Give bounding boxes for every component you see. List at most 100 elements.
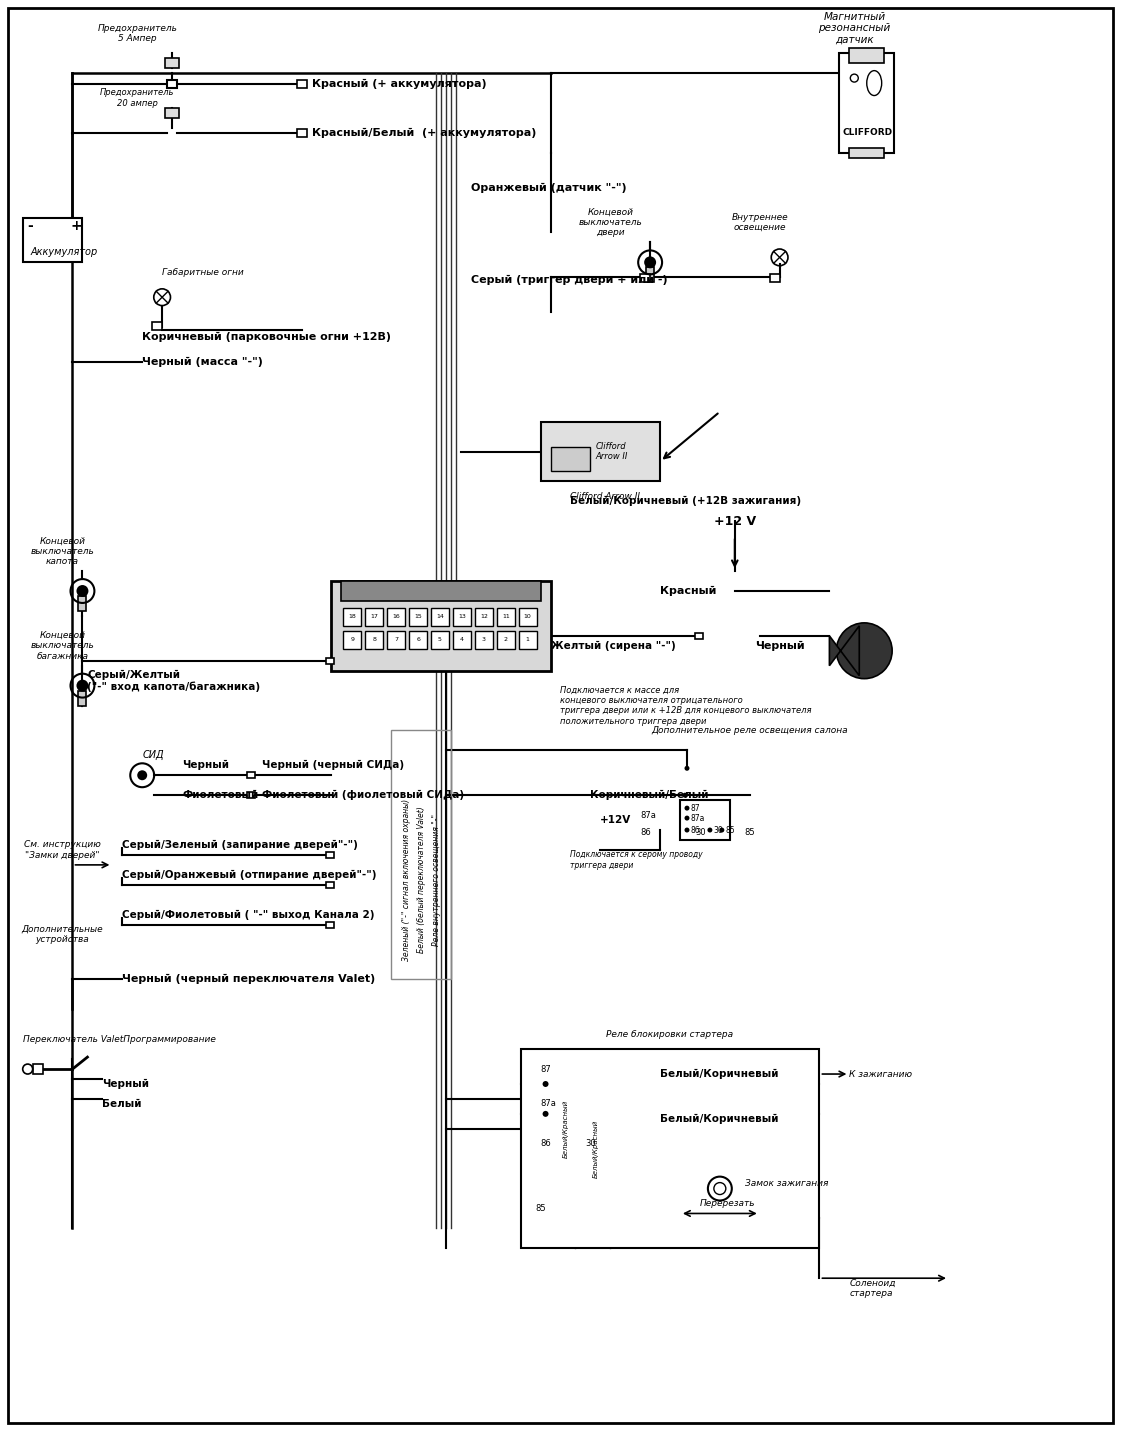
Text: Серый/Оранжевый (отпирание дверей"-"): Серый/Оранжевый (отпирание дверей"-") — [122, 870, 377, 880]
Text: Clifford Arrow II: Clifford Arrow II — [571, 492, 640, 501]
Text: 87a: 87a — [691, 814, 705, 823]
Circle shape — [707, 827, 712, 833]
Text: 30: 30 — [695, 827, 705, 837]
Bar — [297, 80, 306, 89]
Bar — [152, 322, 163, 331]
Circle shape — [685, 766, 689, 771]
Text: Дополнительное реле освещения салона: Дополнительное реле освещения салона — [651, 726, 849, 736]
Text: Красный: Красный — [660, 585, 716, 597]
Bar — [247, 793, 254, 798]
Circle shape — [543, 1080, 548, 1088]
Bar — [326, 658, 334, 664]
Bar — [297, 129, 306, 137]
Circle shape — [543, 1110, 548, 1116]
Text: CLIFFORD: CLIFFORD — [842, 129, 892, 137]
Bar — [326, 922, 334, 927]
Text: Внутреннее
освещение: Внутреннее освещение — [731, 213, 788, 232]
Bar — [850, 49, 884, 63]
Text: Предохранитель
20 ампер: Предохранитель 20 ампер — [100, 89, 175, 107]
Bar — [365, 631, 383, 648]
Bar — [365, 608, 383, 625]
Text: Оранжевый (датчик "-"): Оранжевый (датчик "-") — [471, 183, 627, 193]
Text: Концевой
выключатель
багажника: Концевой выключатель багажника — [30, 631, 94, 661]
Circle shape — [685, 806, 689, 810]
Text: Зеленый ("-" сигнал включения охраны): Зеленый ("-" сигнал включения охраны) — [401, 798, 410, 960]
Text: Белый: Белый — [102, 1099, 142, 1109]
Bar — [326, 851, 334, 859]
Text: 17: 17 — [370, 614, 378, 620]
Text: 2: 2 — [503, 637, 508, 643]
Text: 30: 30 — [585, 1139, 596, 1148]
Text: 5: 5 — [438, 637, 442, 643]
Text: 30: 30 — [713, 826, 723, 834]
Text: Черный (черный СИДа): Черный (черный СИДа) — [261, 760, 404, 770]
Circle shape — [683, 793, 687, 797]
Bar — [167, 80, 177, 89]
Text: 6: 6 — [416, 637, 420, 643]
Text: Красный/Белый  (+ аккумулятора): Красный/Белый (+ аккумулятора) — [312, 127, 536, 137]
Text: К зажиганию: К зажиганию — [850, 1069, 912, 1079]
Text: Черный (масса "-"): Черный (масса "-") — [142, 356, 263, 366]
Text: Белый/Красный: Белый/Красный — [563, 1100, 568, 1158]
Text: Фиолетовый (фиолетовый СИДа): Фиолетовый (фиолетовый СИДа) — [261, 790, 464, 800]
Bar — [695, 633, 703, 638]
Bar — [432, 608, 448, 625]
Bar — [342, 581, 540, 601]
Bar — [519, 631, 537, 648]
Bar — [387, 608, 405, 625]
Circle shape — [645, 256, 656, 269]
Text: Серый/Фиолетовый ( "-" выход Канала 2): Серый/Фиолетовый ( "-" выход Канала 2) — [122, 910, 374, 920]
Text: Замок зажигания: Замок зажигания — [744, 1179, 828, 1188]
Text: Черный (черный переключателя Valet): Черный (черный переключателя Valet) — [122, 975, 376, 985]
Bar — [475, 631, 493, 648]
Text: Коричневый (парковочные огни +12В): Коричневый (парковочные огни +12В) — [142, 332, 391, 342]
Text: 87a: 87a — [640, 810, 656, 820]
Text: 1: 1 — [526, 637, 529, 643]
Text: См. инструкцию
"Замки дверей": См. инструкцию "Замки дверей" — [24, 840, 101, 860]
Bar — [770, 275, 779, 282]
Text: Концевой
выключатель
двери: Концевой выключатель двери — [578, 207, 642, 238]
Bar — [391, 730, 451, 979]
Bar — [520, 1049, 819, 1248]
Text: Магнитный
резонансный
датчик: Магнитный резонансный датчик — [818, 11, 890, 44]
Bar — [850, 147, 884, 157]
Text: 86: 86 — [691, 826, 701, 834]
Text: Серый/Зеленый (запирание дверей"-"): Серый/Зеленый (запирание дверей"-") — [122, 840, 359, 850]
Text: +12 V: +12 V — [714, 515, 756, 528]
Text: Предохранитель
5 Ампер: Предохранитель 5 Ампер — [98, 23, 177, 43]
Text: Переключатель ValetПрограммирование: Переключатель ValetПрограммирование — [22, 1035, 215, 1043]
Bar — [33, 1065, 43, 1075]
Bar — [247, 773, 254, 778]
Text: 85: 85 — [744, 827, 756, 837]
Text: +: + — [71, 219, 82, 232]
Bar — [343, 608, 361, 625]
Text: -: - — [28, 219, 34, 232]
Bar — [326, 881, 334, 887]
Text: 18: 18 — [349, 614, 356, 620]
Bar — [165, 107, 179, 117]
Text: 15: 15 — [414, 614, 421, 620]
Polygon shape — [830, 625, 860, 675]
Text: 9: 9 — [351, 637, 354, 643]
Text: 87: 87 — [540, 1065, 552, 1073]
Bar — [332, 581, 550, 671]
Text: Коричневый/Белый: Коричневый/Белый — [591, 790, 708, 800]
Text: Красный (+ аккумулятора): Красный (+ аккумулятора) — [312, 79, 487, 89]
Text: Arrow II: Arrow II — [595, 452, 628, 461]
Bar — [519, 608, 537, 625]
Text: Подключается к массе для
концевого выключателя отрицательного
триггера двери или: Подключается к массе для концевого выклю… — [560, 685, 812, 726]
Text: 86: 86 — [540, 1139, 552, 1148]
Text: 86: 86 — [640, 827, 651, 837]
Text: Дополнительные
устройства: Дополнительные устройства — [21, 924, 103, 944]
Bar — [78, 595, 86, 611]
Text: Аккумулятор: Аккумулятор — [30, 248, 98, 258]
Text: Концевой
выключатель
капота: Концевой выключатель капота — [30, 537, 94, 567]
Bar — [409, 608, 427, 625]
Text: Черный: Черный — [754, 641, 805, 651]
Circle shape — [137, 770, 147, 780]
Text: +12V: +12V — [601, 816, 631, 826]
Bar — [453, 631, 471, 648]
Text: Черный: Черный — [102, 1079, 149, 1089]
Text: 8: 8 — [372, 637, 377, 643]
Text: Серый/Желтый
("-" вход капота/багажника): Серый/Желтый ("-" вход капота/багажника) — [87, 670, 260, 691]
